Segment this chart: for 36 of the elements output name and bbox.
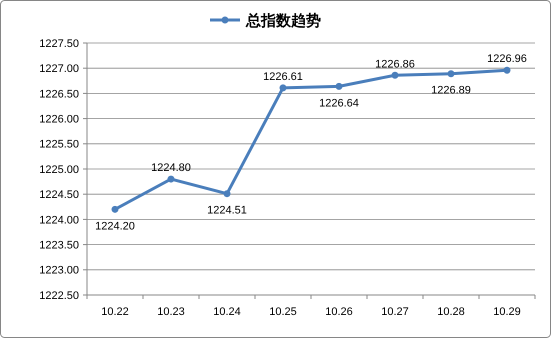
data-label: 1226.86 bbox=[375, 58, 415, 70]
point bbox=[504, 66, 510, 74]
point bbox=[336, 82, 342, 90]
y-tick-label: 1224.50 bbox=[39, 189, 79, 202]
data-label: 1224.20 bbox=[95, 220, 135, 232]
point bbox=[448, 70, 454, 78]
y-tick-label: 1227.00 bbox=[39, 63, 79, 76]
x-tick-label: 10.29 bbox=[493, 306, 521, 318]
x-tick-label: 10.28 bbox=[437, 306, 465, 318]
data-label: 1224.80 bbox=[151, 162, 191, 174]
data-label: 1226.96 bbox=[487, 53, 527, 66]
data-label: 1226.61 bbox=[263, 70, 303, 83]
x-tick-label: 10.26 bbox=[325, 306, 353, 318]
point bbox=[112, 206, 118, 213]
x-tick-label: 10.25 bbox=[269, 306, 297, 318]
legend-label: 总指数趋势 bbox=[245, 12, 321, 30]
y-tick-label: 1226.50 bbox=[39, 88, 79, 100]
x-tick-label: 10.24 bbox=[213, 306, 241, 318]
point bbox=[224, 190, 230, 198]
y-tick-label: 1227.50 bbox=[39, 38, 79, 50]
y-tick-label: 1223.00 bbox=[39, 264, 79, 277]
point bbox=[168, 176, 174, 183]
y-tick-label: 1226.00 bbox=[39, 113, 79, 126]
y-tick-label: 1225.50 bbox=[39, 138, 79, 151]
data-label: 1226.89 bbox=[431, 84, 471, 97]
x-tick-label: 10.27 bbox=[381, 306, 409, 318]
point bbox=[280, 84, 286, 92]
y-tick-label: 1224.00 bbox=[39, 214, 79, 226]
x-tick-label: 10.23 bbox=[157, 306, 185, 318]
data-label: 1226.64 bbox=[319, 97, 359, 110]
y-tick-label: 1225.00 bbox=[39, 164, 79, 176]
y-tick-label: 1223.50 bbox=[39, 239, 79, 252]
x-tick-label: 10.22 bbox=[101, 306, 129, 318]
y-tick-label: 1222.50 bbox=[39, 290, 79, 302]
point bbox=[392, 72, 398, 79]
data-label: 1224.51 bbox=[207, 204, 247, 217]
